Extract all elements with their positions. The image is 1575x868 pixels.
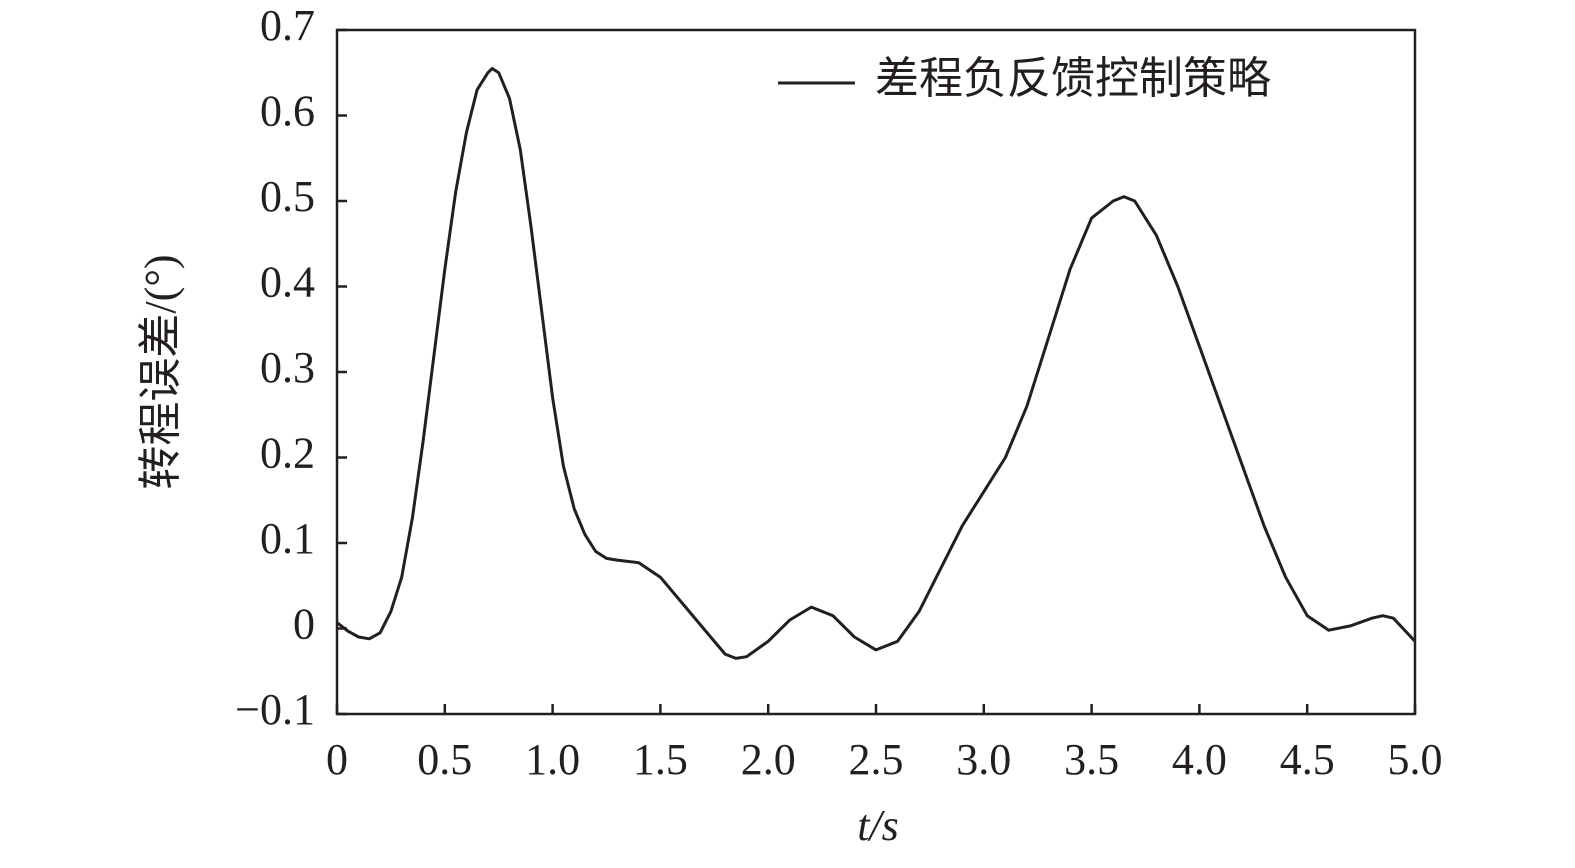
y-tick-label: 0.2 bbox=[260, 429, 315, 478]
y-axis-label: 转程误差/(°) bbox=[136, 254, 185, 489]
data-line bbox=[336, 67, 1417, 660]
x-tick-label: 1.5 bbox=[633, 735, 688, 784]
legend-label: 差程负反馈控制策略 bbox=[875, 54, 1271, 103]
y-tick-label: −0.1 bbox=[235, 685, 315, 734]
y-tick-label: 0.4 bbox=[260, 258, 315, 307]
x-tick-label: 2.5 bbox=[849, 735, 904, 784]
x-tick-label: 5.0 bbox=[1388, 735, 1443, 784]
x-tick-label: 3.0 bbox=[956, 735, 1011, 784]
x-tick-label: 0.5 bbox=[417, 735, 472, 784]
x-tick-label: 3.5 bbox=[1064, 735, 1119, 784]
x-tick-label: 4.5 bbox=[1280, 735, 1335, 784]
x-axis-label: t/s bbox=[857, 801, 899, 850]
x-tick-label: 0 bbox=[326, 735, 348, 784]
x-tick-label: 1.0 bbox=[525, 735, 580, 784]
x-tick-label: 2.0 bbox=[741, 735, 796, 784]
y-tick-label: 0.3 bbox=[260, 343, 315, 392]
y-tick-label: 0 bbox=[293, 600, 315, 649]
x-tick-label: 4.0 bbox=[1172, 735, 1227, 784]
plot-frame bbox=[335, 28, 1417, 716]
y-tick-label: 0.6 bbox=[260, 87, 315, 136]
y-tick-label: 0.5 bbox=[260, 172, 315, 221]
y-tick-label: 0.1 bbox=[260, 514, 315, 563]
y-tick-label: 0.7 bbox=[260, 1, 315, 50]
